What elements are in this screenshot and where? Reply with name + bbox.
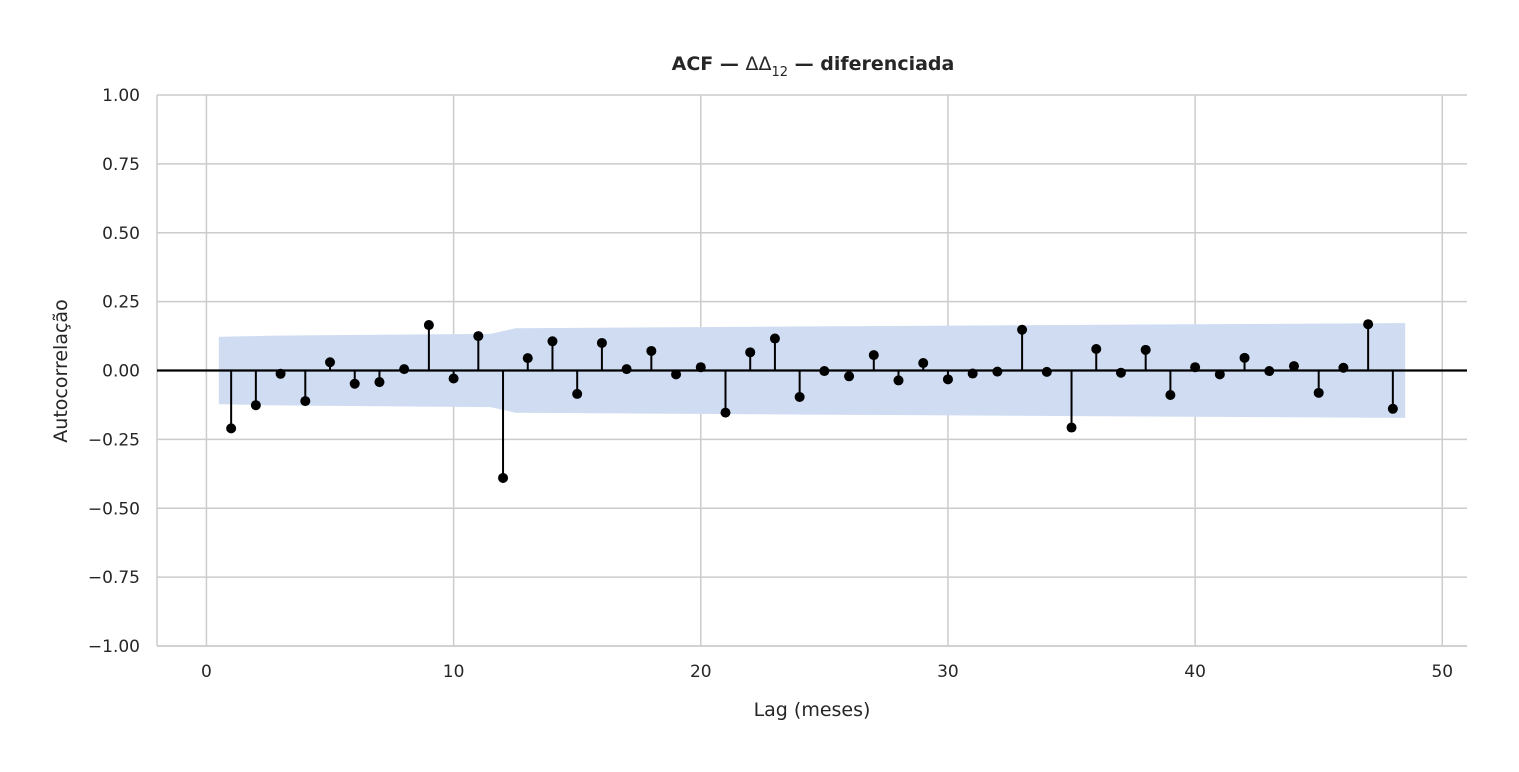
x-tick-label: 40 <box>1184 662 1206 682</box>
y-tick-label: −0.25 <box>88 430 140 450</box>
acf-point <box>1165 390 1176 401</box>
acf-point <box>226 423 237 434</box>
acf-point <box>992 366 1003 377</box>
acf-point <box>1288 361 1299 372</box>
y-tick-label: −0.50 <box>88 499 140 519</box>
y-tick-label: −1.00 <box>88 637 140 657</box>
acf-point <box>671 369 682 380</box>
chart-title: ACF — ΔΔ12 — diferenciada <box>672 53 955 80</box>
acf-point <box>596 337 607 348</box>
acf-point <box>1264 366 1275 377</box>
acf-point <box>1313 387 1324 398</box>
y-tick-label: −0.75 <box>88 568 140 588</box>
x-tick-label: 0 <box>201 662 212 682</box>
acf-point <box>423 320 434 331</box>
acf-point <box>621 364 632 375</box>
acf-point <box>967 368 978 379</box>
acf-point <box>893 375 904 386</box>
acf-point <box>942 374 953 385</box>
acf-point <box>1239 352 1250 363</box>
y-tick-label: 0.00 <box>102 362 140 382</box>
acf-point <box>448 373 459 384</box>
acf-point <box>399 364 410 375</box>
acf-point <box>349 378 360 389</box>
acf-point <box>1190 362 1201 373</box>
acf-point <box>498 472 509 483</box>
acf-point <box>695 362 706 373</box>
acf-point <box>1387 403 1398 414</box>
x-tick-label: 20 <box>690 662 712 682</box>
y-tick-label: 0.50 <box>102 224 140 244</box>
tick-labels: 1.00 0.75 0.50 0.25 0.00 −0.25 −0.50 −0.75 −1.00… <box>88 86 1453 682</box>
acf-point <box>646 345 657 356</box>
acf-point <box>769 333 780 344</box>
x-tick-label: 10 <box>443 662 465 682</box>
acf-point <box>918 358 929 369</box>
y-tick-label: 1.00 <box>102 86 140 106</box>
acf-point <box>844 371 855 382</box>
acf-point <box>572 388 583 399</box>
y-tick-label: 0.75 <box>102 155 140 175</box>
x-axis-label: Lag (meses) <box>754 699 871 721</box>
acf-point <box>1091 344 1102 355</box>
acf-point <box>1363 319 1374 330</box>
acf-point <box>275 368 286 379</box>
acf-point <box>1140 344 1151 355</box>
acf-point <box>868 350 879 361</box>
acf-point <box>720 407 731 418</box>
acf-point <box>473 331 484 342</box>
acf-point <box>547 336 558 347</box>
stems <box>226 319 1398 483</box>
acf-point <box>1066 422 1077 433</box>
acf-point <box>794 391 805 402</box>
acf-point <box>1041 366 1052 377</box>
acf-point <box>819 366 830 377</box>
x-tick-label: 50 <box>1431 662 1453 682</box>
acf-point <box>1017 324 1028 335</box>
x-tick-label: 30 <box>937 662 959 682</box>
acf-point <box>522 353 533 364</box>
y-axis-label: Autocorrelação <box>50 299 72 442</box>
acf-point <box>1115 367 1126 378</box>
acf-point <box>1338 362 1349 373</box>
axes <box>156 95 1467 647</box>
acf-point <box>745 347 756 358</box>
acf-point <box>374 377 385 388</box>
acf-point <box>1214 369 1225 380</box>
y-tick-label: 0.25 <box>102 293 140 313</box>
acf-point <box>250 400 261 411</box>
acf-point <box>300 396 311 407</box>
acf-point <box>325 357 336 368</box>
